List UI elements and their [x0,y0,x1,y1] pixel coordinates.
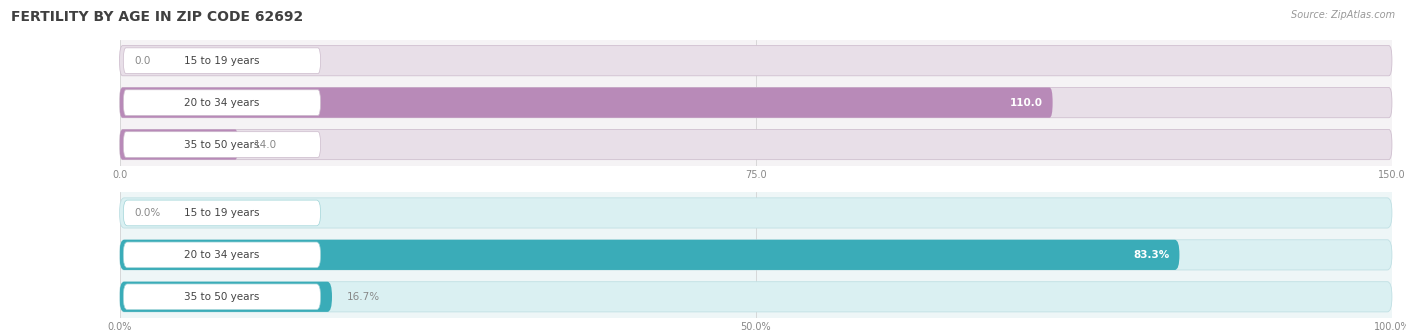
Text: 20 to 34 years: 20 to 34 years [184,250,260,260]
FancyBboxPatch shape [124,132,321,157]
Text: FERTILITY BY AGE IN ZIP CODE 62692: FERTILITY BY AGE IN ZIP CODE 62692 [11,10,304,24]
FancyBboxPatch shape [120,87,1392,118]
FancyBboxPatch shape [120,240,1180,270]
FancyBboxPatch shape [120,129,1392,160]
Text: 0.0%: 0.0% [135,208,162,218]
Text: 83.3%: 83.3% [1133,250,1170,260]
Text: 35 to 50 years: 35 to 50 years [184,140,260,150]
FancyBboxPatch shape [120,198,1392,228]
FancyBboxPatch shape [120,129,238,160]
Text: 14.0: 14.0 [253,140,277,150]
FancyBboxPatch shape [120,282,1392,312]
Text: 15 to 19 years: 15 to 19 years [184,56,260,66]
FancyBboxPatch shape [120,87,1053,118]
FancyBboxPatch shape [124,48,321,73]
Text: Source: ZipAtlas.com: Source: ZipAtlas.com [1291,10,1395,20]
FancyBboxPatch shape [124,90,321,116]
Text: 16.7%: 16.7% [347,292,381,302]
Text: 35 to 50 years: 35 to 50 years [184,292,260,302]
Text: 110.0: 110.0 [1010,98,1042,108]
Text: 20 to 34 years: 20 to 34 years [184,98,260,108]
Text: 0.0: 0.0 [135,56,152,66]
FancyBboxPatch shape [120,240,1392,270]
FancyBboxPatch shape [124,242,321,268]
FancyBboxPatch shape [124,200,321,226]
FancyBboxPatch shape [120,282,332,312]
FancyBboxPatch shape [124,284,321,309]
Text: 15 to 19 years: 15 to 19 years [184,208,260,218]
FancyBboxPatch shape [120,46,1392,76]
